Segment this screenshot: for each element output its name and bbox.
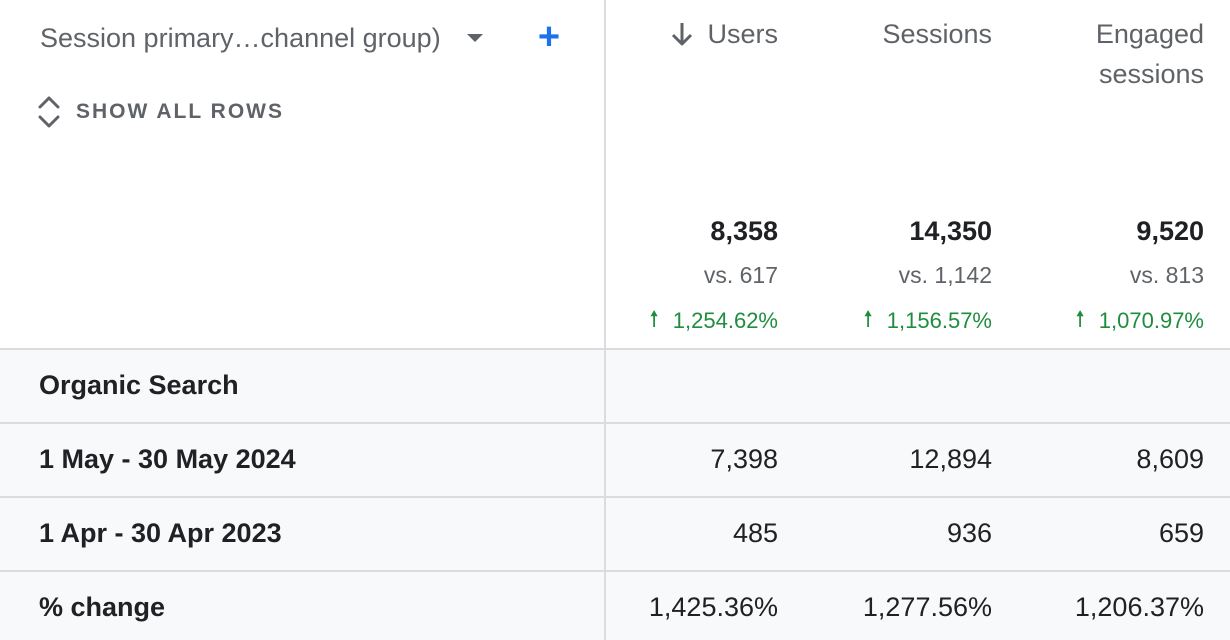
arrow-up-icon: 🠕	[649, 306, 659, 331]
row-label: 1 Apr - 30 Apr 2023	[39, 518, 282, 548]
column-header-engaged-line1: Engaged	[1095, 19, 1204, 49]
total-sessions: 14,350	[909, 216, 992, 246]
cell-sessions: 936	[946, 518, 992, 548]
column-header-sessions[interactable]: Sessions	[882, 14, 992, 54]
cell-users: 485	[732, 518, 778, 548]
cell-users: 7,398	[710, 444, 778, 474]
column-divider	[604, 0, 606, 640]
dimension-label: Session primary…channel group)	[40, 22, 441, 53]
column-header-users-label: Users	[707, 19, 778, 49]
cell-users: 1,425.36%	[648, 592, 778, 622]
row-label: % change	[39, 592, 166, 622]
cell-engaged-sessions: 8,609	[1136, 444, 1204, 474]
cell-sessions: 12,894	[909, 444, 992, 474]
group-row-bg	[0, 349, 1230, 423]
table-row-bg	[0, 571, 1230, 640]
dimension-selector[interactable]: Session primary…channel group)	[40, 18, 483, 58]
row-divider	[0, 348, 1230, 350]
cell-sessions: 1,277.56%	[862, 592, 992, 622]
total-engaged-sessions-change-value: 1,070.97%	[1098, 308, 1204, 333]
total-users-change-value: 1,254.62%	[672, 308, 778, 333]
row-divider	[0, 496, 1230, 498]
total-engaged-sessions-change: 🠕 1,070.97%	[1075, 302, 1204, 340]
total-sessions-change: 🠕 1,156.57%	[863, 302, 992, 340]
show-all-rows-button[interactable]: SHOW ALL ROWS	[36, 94, 284, 130]
row-divider	[0, 422, 1230, 424]
column-header-users[interactable]: Users	[671, 14, 778, 54]
plus-icon: +	[537, 16, 561, 58]
row-divider	[0, 570, 1230, 572]
column-header-sessions-label: Sessions	[882, 19, 992, 49]
total-engaged-sessions: 9,520	[1136, 216, 1204, 246]
cell-engaged-sessions: 659	[1158, 518, 1204, 548]
total-sessions-vs: vs. 1,142	[898, 262, 992, 288]
show-all-rows-label: SHOW ALL ROWS	[76, 100, 284, 123]
row-label: 1 May - 30 May 2024	[39, 444, 296, 474]
add-dimension-button[interactable]: +	[532, 16, 566, 58]
total-users: 8,358	[710, 216, 778, 246]
arrow-down-icon	[672, 23, 693, 46]
total-users-vs: vs. 617	[703, 262, 778, 288]
arrow-up-icon: 🠕	[863, 306, 873, 331]
cell-engaged-sessions: 1,206.37%	[1074, 592, 1204, 622]
table-row-bg	[0, 423, 1230, 497]
column-header-engaged-sessions[interactable]: Engaged sessions	[1096, 14, 1204, 94]
group-label: Organic Search	[39, 370, 239, 400]
unfold-more-icon	[38, 96, 60, 128]
caret-down-icon[interactable]	[466, 34, 483, 42]
table-row-bg	[0, 497, 1230, 571]
total-users-change: 🠕 1,254.62%	[649, 302, 778, 340]
column-header-engaged-line2: sessions	[1098, 59, 1204, 89]
arrow-up-icon: 🠕	[1075, 306, 1085, 331]
total-engaged-sessions-vs: vs. 813	[1129, 262, 1204, 288]
total-sessions-change-value: 1,156.57%	[886, 308, 992, 333]
